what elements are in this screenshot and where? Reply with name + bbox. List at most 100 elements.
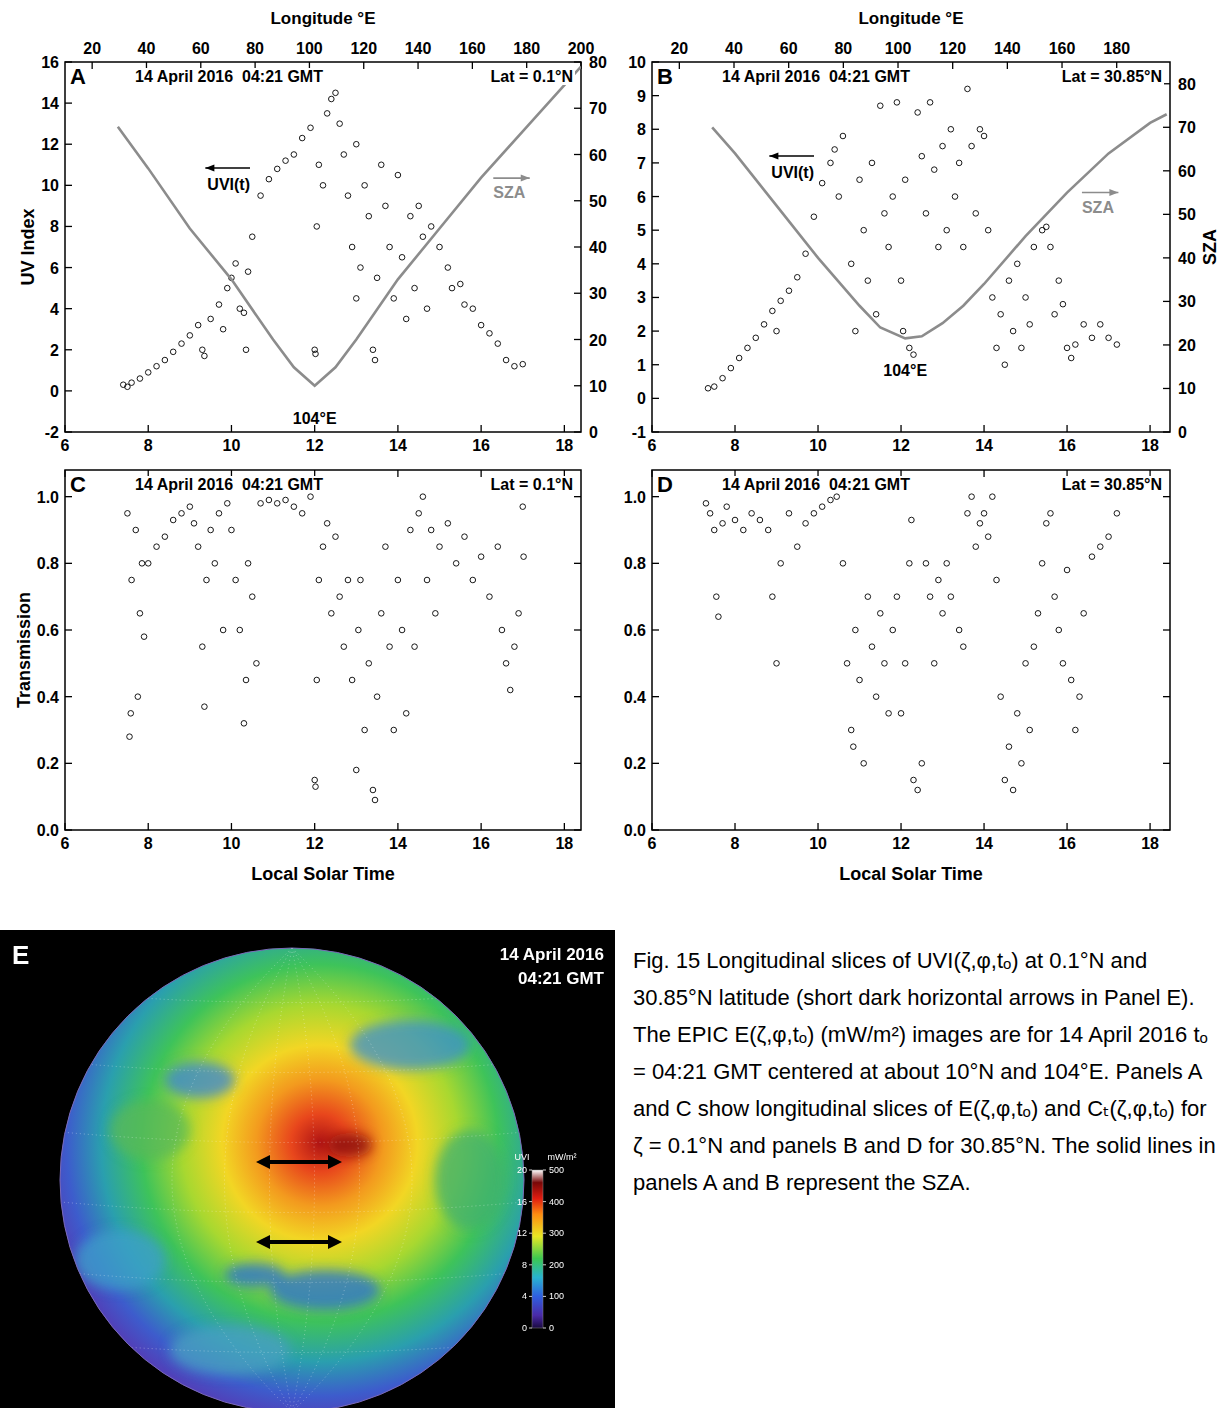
data-point (1023, 661, 1029, 667)
colorbar-tick (543, 1264, 546, 1265)
y2-tick-label: 70 (1178, 119, 1196, 136)
y-tick-label: 0.8 (37, 555, 59, 572)
x-tick-top (64, 470, 65, 477)
data-point (1027, 322, 1033, 328)
data-point (399, 254, 405, 260)
label-patch (489, 68, 575, 85)
data-point (241, 721, 247, 727)
y-tick-label: 10 (628, 54, 646, 71)
annotation: 104°E (883, 362, 927, 379)
x-tick (900, 823, 901, 830)
data-point (865, 594, 871, 600)
y-tick (65, 829, 72, 830)
y-tick (65, 61, 72, 62)
y2-tick (1163, 127, 1170, 128)
data-point (241, 310, 247, 316)
data-point (299, 135, 305, 141)
data-point (308, 125, 314, 131)
x-tick-label: 18 (1141, 835, 1159, 852)
y-tick-right (1163, 829, 1170, 830)
data-point (170, 517, 176, 523)
y2-tick-label: 20 (589, 332, 607, 349)
data-point (521, 554, 527, 560)
data-point (341, 644, 347, 650)
data-point (998, 311, 1004, 317)
y-tick-label: 8 (637, 121, 646, 138)
data-point (200, 644, 206, 650)
data-point (720, 375, 726, 381)
y-tick-label: 10 (41, 177, 59, 194)
data-point (378, 162, 384, 168)
data-point (834, 494, 840, 500)
data-point (828, 497, 834, 503)
data-point (462, 534, 468, 540)
data-point (229, 527, 235, 533)
label-patch (1060, 476, 1164, 493)
plot-frame (65, 62, 581, 432)
data-point (716, 614, 722, 620)
latitude-slice-arrow (256, 1235, 342, 1249)
panel-D: 681012141618Local Solar Time0.00.20.40.6… (624, 470, 1170, 884)
panel-texts: 14 April 2016 04:21 GMTLat = 0.1°NC (70, 472, 575, 497)
data-point (1048, 511, 1054, 517)
x2-tick (363, 62, 364, 69)
data-point (960, 644, 966, 650)
x-tick-label: 12 (892, 835, 910, 852)
data-point (940, 611, 946, 617)
data-point (399, 627, 405, 633)
arrow-head (769, 153, 778, 160)
y-tick-right (574, 763, 581, 764)
y-tick (652, 829, 659, 830)
x-tick-label: 6 (61, 437, 70, 454)
y-tick (652, 297, 659, 298)
x-tick-label: 8 (144, 437, 153, 454)
data-point (316, 577, 322, 583)
x-tick (564, 823, 565, 830)
y-tick-label: 0 (637, 390, 646, 407)
x-tick-label: 8 (731, 835, 740, 852)
x2-tick-label: 100 (885, 40, 912, 57)
data-point (865, 278, 871, 284)
data-point (774, 328, 780, 334)
data-point (266, 497, 272, 503)
panel-letter: C (70, 472, 86, 497)
data-point (811, 214, 817, 220)
globe (60, 948, 524, 1408)
label-patch (133, 476, 325, 493)
data-point (125, 511, 131, 517)
data-point (353, 767, 359, 773)
x2-tick-label: 120 (939, 40, 966, 57)
data-point (366, 661, 372, 667)
y2-tick (1163, 388, 1170, 389)
data-point (274, 501, 280, 507)
y-tick (652, 763, 659, 764)
data-point (243, 677, 249, 683)
colorbar-tick-label: 0 (522, 1323, 527, 1333)
x-tick (1149, 823, 1150, 830)
cloud (225, 1263, 285, 1287)
data-point (931, 661, 937, 667)
data-point (794, 274, 800, 280)
meridian (172, 948, 292, 1408)
data-point (940, 143, 946, 149)
data-point (890, 627, 896, 633)
x2-tick (952, 62, 953, 69)
parallel (40, 1270, 545, 1283)
data-point (503, 357, 509, 363)
data-point (840, 133, 846, 139)
plot-frame (65, 470, 581, 830)
data-point (333, 90, 339, 96)
data-point (216, 511, 222, 517)
data-point (765, 527, 771, 533)
data-point (873, 311, 879, 317)
x-tick-label: 16 (472, 437, 490, 454)
colorbar-tick (529, 1264, 532, 1265)
x-tick-label: 8 (731, 437, 740, 454)
x-tick-label: 18 (1141, 437, 1159, 454)
y-tick (65, 102, 72, 103)
x-tick (817, 425, 818, 432)
data-point (337, 594, 343, 600)
data-point (314, 224, 320, 230)
meridian (225, 948, 293, 1408)
data-point (741, 527, 747, 533)
